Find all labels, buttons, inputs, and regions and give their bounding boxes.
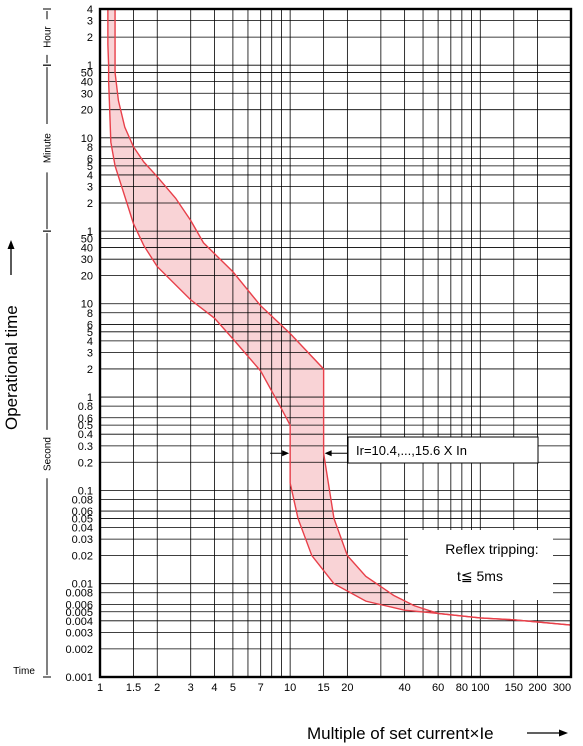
lower-trip-curve — [107, 9, 572, 626]
x-tick-label: 1 — [97, 682, 103, 694]
y-tick-label: 0.02 — [72, 551, 93, 563]
x-tick-label: 150 — [505, 682, 523, 694]
y-tick-label: 40 — [81, 243, 93, 255]
y-tick-label: 0.008 — [65, 588, 93, 600]
y-tick-label: 30 — [81, 88, 93, 100]
unit-label-time: Time — [13, 666, 35, 677]
x-tick-label: 7 — [258, 682, 264, 694]
upper-trip-curve — [114, 9, 572, 626]
y-tick-label: 5 — [87, 327, 93, 339]
y-tick-label: 50 — [81, 234, 93, 246]
y-tick-label: 0.6 — [78, 413, 93, 425]
y-tick-label: 4 — [87, 336, 93, 348]
y-tick-label: 3 — [87, 16, 93, 28]
y-tick-label: 30 — [81, 254, 93, 266]
y-tick-label: 1 — [87, 60, 93, 72]
y-tick-label: 2 — [87, 32, 93, 44]
y-tick-label: 1 — [87, 392, 93, 404]
x-tick-label: 20 — [341, 682, 353, 694]
x-tick-label: 5 — [230, 682, 236, 694]
x-tick-label: 3 — [188, 682, 194, 694]
plot-frame — [98, 7, 573, 679]
x-tick-label: 80 — [456, 682, 468, 694]
y-tick-label: 8 — [87, 308, 93, 320]
x-tick-label: 100 — [471, 682, 489, 694]
ir-setting-annotation: Ir=10.4,...,15.6 X In — [270, 436, 539, 464]
reflex-note-box — [408, 530, 553, 600]
x-tick-label: 300 — [553, 682, 571, 694]
x-tick-label: 1.5 — [126, 682, 141, 694]
reflex-tripping-note: Reflex tripping: t≦ 5ms — [408, 530, 553, 600]
reflex-note-line1: Reflex tripping: — [445, 541, 538, 557]
y-tick-label: 0.002 — [65, 644, 93, 656]
y-tick-label: 40 — [81, 77, 93, 89]
y-tick-label: 10 — [81, 133, 93, 145]
unit-label-hour: Hour — [43, 26, 54, 48]
x-tick-label: 4 — [211, 682, 217, 694]
y-tick-label: 50 — [81, 68, 93, 80]
ir-setting-text: Ir=10.4,...,15.6 X In — [356, 443, 467, 458]
x-axis-arrow — [527, 729, 568, 737]
y-tick-label: 8 — [87, 142, 93, 154]
y-tick-label: 0.003 — [65, 627, 93, 639]
x-tick-label: 200 — [528, 682, 546, 694]
y-tick-label: 0.1 — [78, 485, 93, 497]
ir-setting-box — [347, 436, 539, 464]
y-tick-label: 0.06 — [72, 506, 93, 518]
y-tick-label: 1 — [87, 226, 93, 238]
y-tick-label: 0.4 — [78, 429, 93, 441]
y-tick-label: 0.3 — [78, 441, 93, 453]
y-tick-label: 0.006 — [65, 599, 93, 611]
y-tick-label: 0.004 — [65, 616, 93, 628]
x-tick-label: 2 — [154, 682, 160, 694]
y-tick-label: 4 — [87, 4, 93, 16]
y-tick-label: 2 — [87, 364, 93, 376]
y-axis-label: Operational time — [2, 305, 21, 430]
x-axis-label: Multiple of set current×Ie — [307, 724, 494, 743]
x-tick-label: 10 — [284, 682, 296, 694]
unit-label-second: Second — [43, 437, 54, 471]
y-tick-label: 20 — [81, 271, 93, 283]
y-tick-label: 4 — [87, 170, 93, 182]
y-tick-label: 0.03 — [72, 534, 93, 546]
y-tick-label: 10 — [81, 299, 93, 311]
y-tick-label: 6 — [87, 319, 93, 331]
y-tick-label: 0.005 — [65, 607, 93, 619]
y-tick-label: 0.8 — [78, 401, 93, 413]
y-tick-label: 0.01 — [72, 579, 93, 591]
y-tick-label: 0.08 — [72, 494, 93, 506]
ir-arrowhead-left — [282, 450, 290, 457]
unit-label-minute: Minute — [43, 133, 54, 163]
y-tick-label: 5 — [87, 161, 93, 173]
x-tick-label: 15 — [317, 682, 329, 694]
y-tick-label: 0.04 — [72, 523, 93, 535]
y-tick-label: 0.5 — [78, 420, 93, 432]
y-tick-label: 3 — [87, 348, 93, 360]
y-tick-label: 3 — [87, 182, 93, 194]
y-tick-label: 0.001 — [65, 672, 93, 684]
y-tick-label: 20 — [81, 105, 93, 117]
y-tick-label: 0.05 — [72, 513, 93, 525]
y-tick-label: 6 — [87, 154, 93, 166]
y-tick-label: 2 — [87, 198, 93, 210]
x-tick-label: 60 — [432, 682, 444, 694]
y-axis-arrow — [7, 240, 15, 275]
reflex-note-line2: t≦ 5ms — [457, 568, 503, 584]
y-tick-label: 0.2 — [78, 457, 93, 469]
ir-arrowhead-right — [324, 450, 332, 457]
x-tick-label: 40 — [398, 682, 410, 694]
